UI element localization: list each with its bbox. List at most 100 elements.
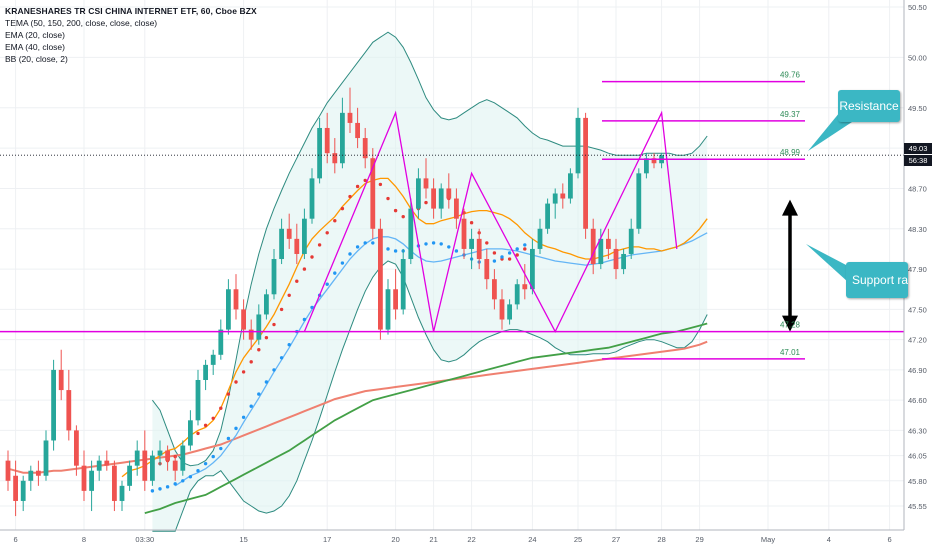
- moving-averages: [7, 177, 708, 514]
- ma-red-line: [7, 340, 708, 474]
- price-tick-label: 45.80: [908, 477, 927, 486]
- candle-body: [545, 203, 550, 229]
- ema-dot: [515, 247, 519, 251]
- drawings[interactable]: [0, 110, 904, 334]
- legend-tema[interactable]: TEMA (50, 150, 200, close, close, close): [5, 18, 158, 28]
- candle-body: [203, 364, 208, 380]
- candle-body: [568, 173, 573, 199]
- time-tick-label: 24: [528, 535, 536, 544]
- ema-dot: [507, 251, 512, 255]
- resistance-callout[interactable]: Resistance: [838, 90, 900, 122]
- time-tick-label: 28: [657, 535, 665, 544]
- tema-dot: [249, 360, 253, 364]
- ema-dot: [272, 368, 276, 372]
- support-callout[interactable]: Support ra: [846, 262, 908, 298]
- candle-body: [180, 445, 186, 471]
- ema-dot: [181, 479, 185, 483]
- candle-body: [461, 218, 467, 249]
- candle-body: [560, 193, 566, 199]
- current-price-badge: 49.03: [904, 143, 932, 154]
- candle-body: [636, 173, 642, 229]
- candles[interactable]: [5, 87, 664, 517]
- ema-dot: [226, 436, 231, 441]
- tema-dot: [363, 178, 367, 183]
- ema-dot: [447, 245, 451, 249]
- candle-body: [58, 369, 64, 391]
- price-tick-label: 49.50: [908, 104, 927, 113]
- horizontal-levels[interactable]: 49.76 49.37 48.99 47.28 47.01: [0, 71, 904, 360]
- ema-dot: [196, 469, 200, 473]
- candle-body: [241, 309, 246, 330]
- candle-body: [393, 289, 398, 310]
- candle-body: [362, 138, 368, 159]
- price-axis[interactable]: 45.55 45.80 46.05 46.30 46.60 46.90 47.20 47.50…: [903, 0, 932, 550]
- candle-body: [66, 390, 72, 431]
- price-tick-label: 46.90: [908, 366, 927, 375]
- tema-dot: [226, 392, 231, 396]
- candle-body: [264, 294, 269, 315]
- candle-body: [20, 480, 26, 501]
- level-label: 47.01: [780, 348, 801, 357]
- tema-dot: [264, 335, 269, 340]
- tema-dot: [348, 194, 352, 199]
- candle-body: [644, 158, 649, 174]
- time-tick-label: 25: [574, 535, 582, 544]
- candle-body: [347, 112, 353, 123]
- time-tick-label: 27: [612, 535, 620, 544]
- candle-body: [256, 314, 262, 340]
- candle-body: [127, 465, 132, 486]
- candle-body: [309, 178, 315, 219]
- candle-body: [400, 259, 406, 310]
- ema-dot: [454, 249, 459, 253]
- ema-dot: [492, 259, 497, 263]
- tema-dot: [234, 380, 238, 384]
- zigzag-pattern: [303, 110, 678, 334]
- tema-dot: [492, 251, 497, 255]
- legend-ema40[interactable]: EMA (40, close): [5, 42, 65, 52]
- candle-body: [324, 127, 330, 154]
- candle-body: [248, 329, 254, 340]
- candle-body: [628, 228, 634, 254]
- ma-green-line: [144, 322, 708, 514]
- tema-dot: [333, 219, 337, 223]
- ema-dot: [241, 415, 246, 419]
- candle-body: [446, 188, 452, 199]
- candle-body: [598, 238, 604, 265]
- tema-dot: [393, 208, 398, 213]
- candle-body: [514, 284, 520, 305]
- legend-bb[interactable]: BB (20, close, 2): [5, 54, 68, 64]
- legend-ema20[interactable]: EMA (20, close): [5, 30, 65, 40]
- candle-body: [492, 279, 497, 300]
- candle-body: [218, 329, 224, 355]
- ema-dot: [500, 255, 504, 259]
- level-label: 47.28: [780, 321, 801, 330]
- candle-body: [172, 460, 178, 471]
- candle-body: [651, 158, 657, 164]
- symbol-title[interactable]: KRANESHARES TR CSI CHINA INTERNET ETF, 6…: [5, 6, 257, 16]
- candle-body: [286, 228, 292, 239]
- candle-body: [606, 238, 611, 249]
- candle-body: [423, 178, 429, 189]
- candle-body: [583, 117, 588, 229]
- tema-dot: [317, 243, 322, 247]
- price-tick-label: 45.55: [908, 502, 927, 511]
- ema40-line: [174, 232, 708, 487]
- tema-dot: [279, 307, 284, 312]
- tema-dot: [295, 279, 299, 283]
- candle-body: [119, 485, 125, 501]
- price-tick-label: 47.20: [908, 336, 927, 345]
- tema-dot: [401, 214, 405, 219]
- ema-dot: [165, 485, 170, 489]
- candle-body: [134, 450, 140, 466]
- candle-body: [271, 259, 277, 295]
- candle-body: [51, 369, 56, 441]
- candle-body: [469, 238, 474, 249]
- candle-body: [416, 178, 421, 209]
- arrow-head-down: [782, 315, 798, 332]
- time-tick-label: 03:30: [135, 535, 154, 544]
- candle-body: [233, 289, 239, 310]
- ema-dot: [249, 404, 253, 408]
- indicator-legend: KRANESHARES TR CSI CHINA INTERNET ETF, 6…: [5, 5, 257, 65]
- time-axis[interactable]: 6 8 03:30 15 17 20 21 22 24 25 27 28 29 May 4 6: [0, 529, 904, 544]
